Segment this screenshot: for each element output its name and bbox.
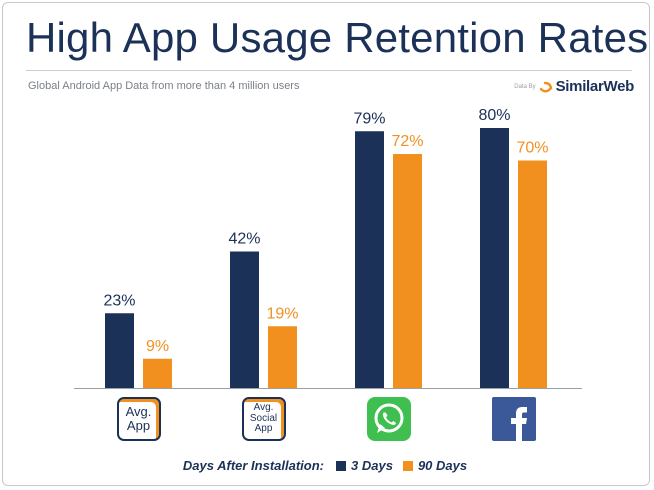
credit-brand: SimilarWeb: [555, 78, 635, 95]
avg-app-icon-line2: App: [126, 418, 151, 433]
bar-90-days-0: [143, 358, 172, 388]
avg-app-icon-line1: Avg.: [125, 404, 152, 420]
whatsapp-icon: [366, 397, 411, 441]
data-label-3-days-3: 80%: [478, 107, 510, 124]
data-credit: Data By SimilarWeb: [514, 78, 634, 95]
bar-3-days-2: [355, 131, 384, 388]
legend-label-3-days: 3 Days: [351, 458, 393, 473]
bar-90-days-1: [268, 326, 297, 388]
similarweb-logo-icon: [539, 81, 552, 92]
data-label-3-days-1: 42%: [228, 231, 260, 248]
legend-swatch-3-days: [336, 460, 347, 471]
bar-3-days-3: [480, 128, 509, 388]
legend-title: Days After Installation:: [182, 458, 325, 473]
data-label-3-days-0: 23%: [103, 292, 135, 309]
data-label-90-days-3: 70%: [516, 140, 548, 157]
legend-item-90-days: 90 Days: [402, 458, 468, 473]
bar-90-days-3: [518, 160, 547, 388]
avg-social-icon-line3: App: [254, 423, 273, 435]
title-divider: [26, 70, 632, 71]
data-label-90-days-2: 72%: [391, 133, 423, 150]
avg-app-icon: Avg. App: [116, 397, 161, 441]
chart-legend: Days After Installation: 3 Days 90 Days: [0, 458, 654, 473]
legend-item-3-days: 3 Days: [336, 458, 393, 473]
bar-3-days-0: [105, 313, 134, 388]
legend-label-90-days: 90 Days: [417, 458, 468, 473]
avg-social-app-icon: Avg. Social App: [241, 397, 286, 441]
chart-title: High App Usage Retention Rates: [26, 14, 649, 61]
legend-swatch-90-days: [402, 460, 413, 471]
facebook-icon: [491, 397, 536, 441]
bar-3-days-1: [230, 251, 259, 388]
data-label-3-days-2: 79%: [353, 110, 385, 127]
data-label-90-days-0: 9%: [146, 338, 169, 355]
chart-subtitle: Global Android App Data from more than 4…: [28, 80, 300, 92]
credit-prefix: Data By: [514, 83, 536, 90]
avg-social-icon-line2: Social: [249, 412, 278, 424]
bar-90-days-2: [393, 154, 422, 388]
avg-social-icon-line1: Avg.: [253, 402, 274, 414]
data-label-90-days-1: 19%: [266, 305, 298, 322]
